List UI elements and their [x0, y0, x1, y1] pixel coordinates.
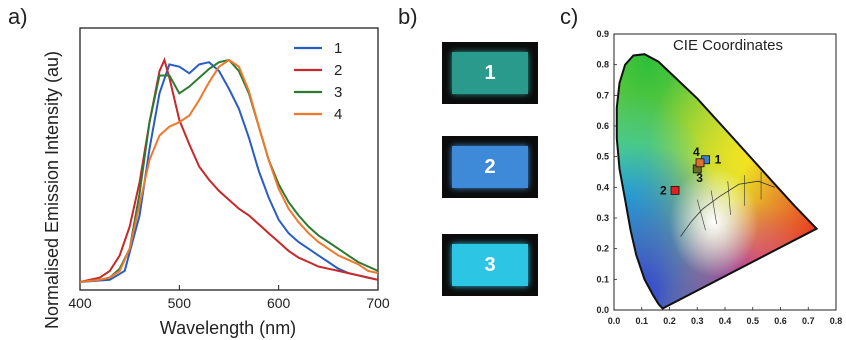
series-line-2 — [79, 57, 379, 283]
cie-point-4 — [695, 158, 705, 168]
cie-y-tick-label: 0.5 — [596, 152, 609, 162]
cie-y-tick-label: 0.8 — [596, 60, 609, 70]
cie-y-tick-label: 0.2 — [596, 244, 609, 254]
panel-b-label: b) — [398, 4, 418, 29]
cie-point-label-3: 3 — [696, 171, 703, 185]
cie-x-tick-label: 0.5 — [746, 316, 759, 326]
cie-y-tick-label: 0.9 — [596, 29, 609, 39]
cie-x-tick-label: 0.7 — [802, 316, 815, 326]
cie-x-tick-label: 0.6 — [774, 316, 787, 326]
cie-y-tick-label: 0.0 — [596, 305, 609, 315]
device-label-2: 2 — [484, 155, 496, 178]
legend-label-3: 3 — [334, 84, 342, 101]
device-emission-2: 2 — [452, 146, 528, 188]
device-photo-3: 3 — [442, 234, 538, 296]
x-tick-label: 400 — [68, 295, 92, 311]
legend-label-2: 2 — [334, 62, 342, 79]
device-emission-1: 1 — [452, 52, 528, 94]
cie-point-label-4: 4 — [693, 145, 700, 159]
device-photo-1: 1 — [442, 42, 538, 104]
plot-frame — [79, 27, 379, 291]
cie-point-2 — [670, 185, 680, 195]
x-axis-label: Wavelength (nm) — [160, 318, 296, 338]
x-tick-label: 500 — [168, 295, 192, 311]
legend-label-4: 4 — [334, 106, 342, 123]
cie-y-tick-label: 0.6 — [596, 121, 609, 131]
emission-spectra-chart: 400 500 600 700 1 2 3 4 Wavelength (nm) Normal… — [42, 27, 390, 338]
cie-point-label-1: 1 — [715, 153, 722, 167]
cie-x-tick-label: 0.0 — [608, 316, 621, 326]
series-line-4 — [79, 58, 379, 283]
planckian-locus — [680, 172, 776, 237]
x-tick-label: 600 — [267, 295, 291, 311]
cie-chromaticity-chart: 0.0 0.1 0.2 0.3 0.4 0.5 0.6 0.7 0.8 0.0 0.1 0.2 0.3 0… — [596, 29, 843, 326]
cie-x-tick-label: 0.8 — [830, 316, 843, 326]
cie-y-tick-label: 0.1 — [596, 274, 609, 284]
cie-x-tick-label: 0.3 — [691, 316, 704, 326]
device-label-3: 3 — [484, 253, 496, 276]
cie-x-tick-label: 0.4 — [719, 316, 732, 326]
device-photo-2: 2 — [442, 136, 538, 198]
legend-label-1: 1 — [334, 40, 342, 57]
cie-y-tick-label: 0.7 — [596, 90, 609, 100]
series-line-1 — [79, 61, 379, 283]
cie-y-tick-label: 0.4 — [596, 182, 609, 192]
cie-x-tick-label: 0.2 — [663, 316, 676, 326]
cie-x-tick-label: 0.1 — [635, 316, 648, 326]
series-line-3 — [79, 58, 379, 283]
panel-a-label: a) — [8, 4, 28, 29]
device-emission-3: 3 — [452, 244, 528, 286]
cie-title: CIE Coordinates — [673, 37, 783, 54]
spectral-locus — [615, 53, 819, 310]
cie-y-tick-label: 0.3 — [596, 213, 609, 223]
panel-c-label: c) — [560, 4, 579, 29]
x-tick-label: 700 — [366, 295, 390, 311]
device-label-1: 1 — [484, 61, 496, 84]
cie-point-label-2: 2 — [660, 183, 667, 197]
y-axis-label: Normalised Emission Intensity (au) — [42, 51, 62, 329]
